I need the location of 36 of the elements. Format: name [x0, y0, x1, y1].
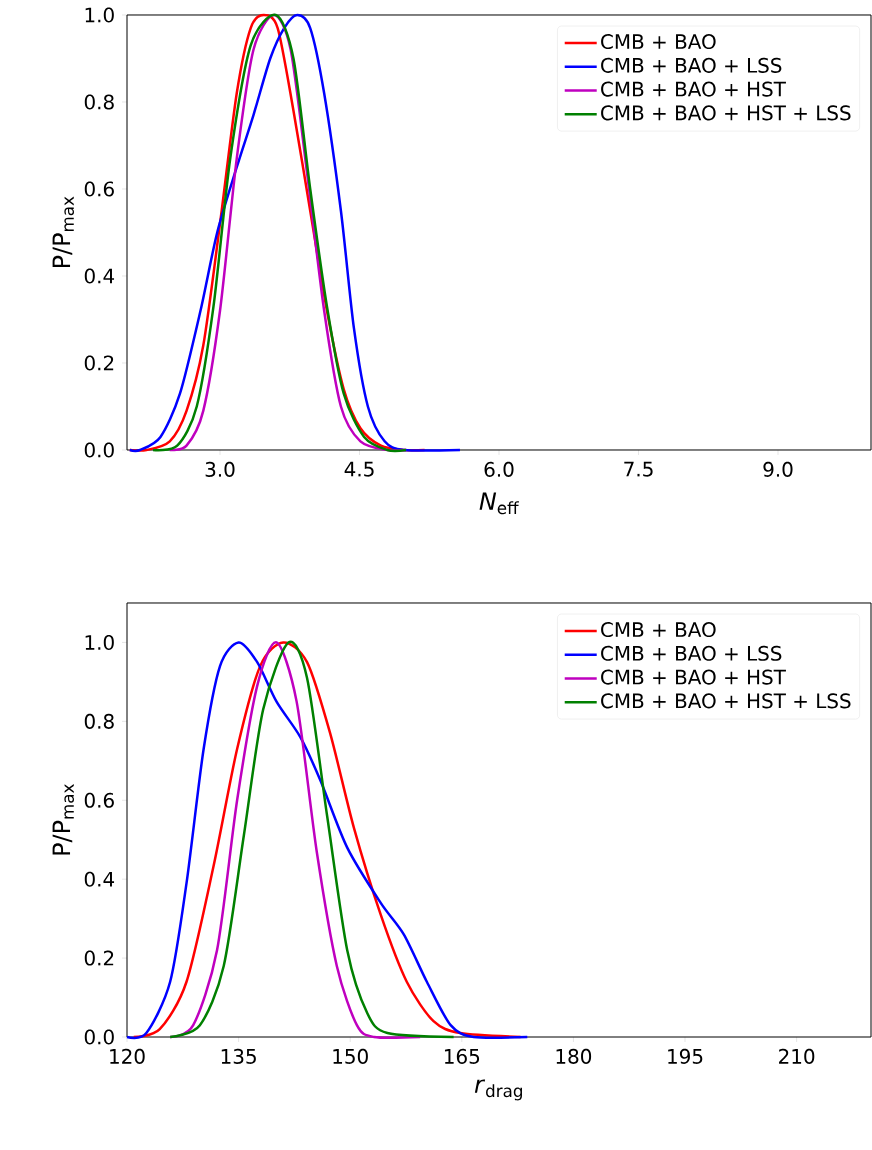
x-tick-label: 180	[556, 1048, 592, 1064]
x-tick-label: 4.5	[344, 461, 374, 477]
legend-label: CMB + BAO	[601, 622, 716, 638]
legend-label: CMB + BAO + HST	[601, 669, 786, 685]
y-axis-title: P/P$_{max}$	[52, 784, 74, 855]
y-tick-label: 1.0	[85, 634, 114, 650]
y-tick-label: 0.0	[84, 1029, 114, 1045]
y-tick-label: 0.4	[84, 871, 115, 887]
y-tick-label: 0.4	[84, 268, 115, 284]
y-tick-label: 0.8	[84, 713, 114, 729]
y-tick-label: 0.0	[84, 442, 114, 458]
x-axis-title: r$_{drag}$	[474, 1079, 522, 1101]
legend-label: CMB + BAO + HST + LSS	[601, 693, 851, 709]
y-tick-label: 0.8	[84, 94, 114, 110]
x-tick-label: 120	[110, 1048, 145, 1064]
legend-label: CMB + BAO + LSS	[601, 645, 782, 661]
x-tick-label: 195	[668, 1048, 703, 1064]
y-tick-label: 1.0	[85, 7, 114, 23]
x-axis-title: N$_{eff}$	[479, 492, 519, 515]
x-tick-label: 9.0	[763, 461, 793, 477]
x-tick-label: 7.5	[624, 461, 653, 477]
y-tick-label: 0.2	[84, 355, 114, 371]
y-tick-label: 0.6	[84, 792, 114, 808]
legend-label: CMB + BAO	[601, 34, 716, 50]
y-tick-label: 0.6	[84, 181, 114, 197]
x-tick-label: 3.0	[205, 461, 235, 477]
legend-label: CMB + BAO + LSS	[601, 57, 782, 73]
x-tick-label: 150	[333, 1048, 368, 1064]
x-tick-label: 210	[779, 1048, 815, 1064]
y-axis-title: P/P$_{max}$	[52, 196, 74, 268]
y-tick-label: 0.2	[84, 950, 114, 966]
x-tick-label: 165	[444, 1048, 480, 1064]
x-tick-label: 6.0	[484, 461, 514, 477]
legend-label: CMB + BAO + HST	[601, 81, 786, 97]
legend-label: CMB + BAO + HST + LSS	[601, 105, 851, 121]
x-tick-label: 135	[221, 1048, 256, 1064]
